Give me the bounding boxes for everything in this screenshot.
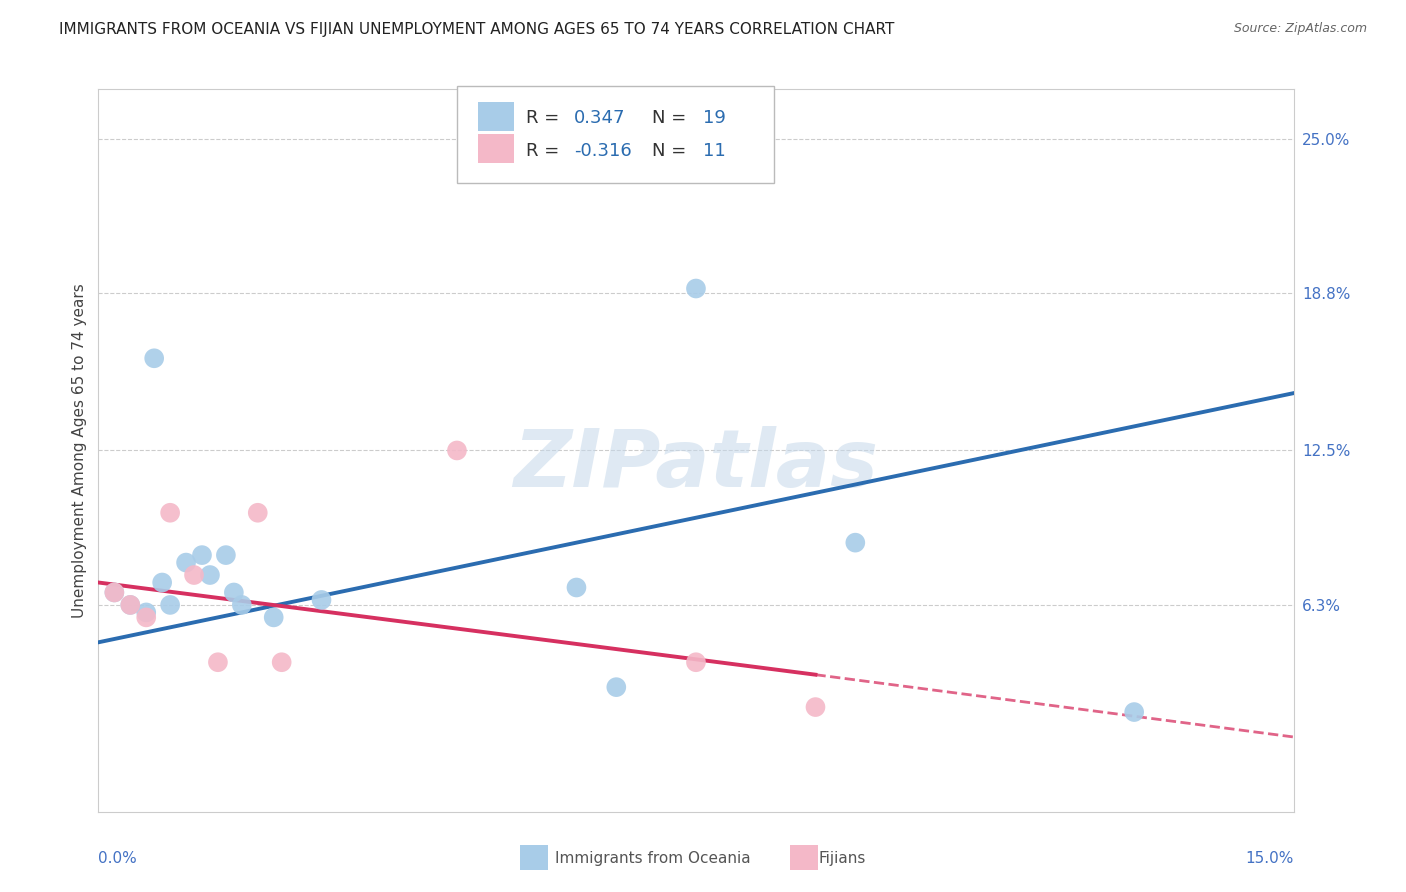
Point (207, 655, 229, 669)
Point (1123, 705, 1146, 719)
Point (222, 585, 245, 599)
Text: -0.316: -0.316 (574, 142, 631, 160)
FancyBboxPatch shape (478, 135, 515, 163)
Text: Fijians: Fijians (818, 851, 866, 865)
Text: 15.0%: 15.0% (1246, 852, 1294, 866)
Point (605, 680, 627, 694)
Point (174, 556, 197, 570)
Point (231, 598, 253, 612)
Point (143, 351, 166, 366)
Point (183, 568, 205, 582)
Point (565, 581, 588, 595)
Point (150, 575, 173, 590)
Point (120, 598, 142, 612)
Point (191, 548, 214, 562)
Text: 0.0%: 0.0% (98, 852, 138, 866)
Point (270, 655, 292, 669)
FancyBboxPatch shape (457, 86, 773, 183)
Text: Source: ZipAtlas.com: Source: ZipAtlas.com (1233, 22, 1367, 36)
Point (103, 585, 125, 599)
Point (685, 655, 707, 669)
Point (844, 535, 866, 549)
Point (135, 606, 157, 620)
FancyBboxPatch shape (478, 102, 515, 131)
Text: IMMIGRANTS FROM OCEANIA VS FIJIAN UNEMPLOYMENT AMONG AGES 65 TO 74 YEARS CORRELA: IMMIGRANTS FROM OCEANIA VS FIJIAN UNEMPL… (59, 22, 894, 37)
Text: R =: R = (526, 109, 565, 127)
Point (685, 281, 707, 295)
Point (246, 506, 269, 520)
Point (103, 585, 125, 599)
Point (804, 700, 827, 714)
Y-axis label: Unemployment Among Ages 65 to 74 years: Unemployment Among Ages 65 to 74 years (72, 283, 87, 618)
Text: 19: 19 (703, 109, 725, 127)
Text: 11: 11 (703, 142, 725, 160)
Point (135, 610, 157, 624)
Point (159, 598, 181, 612)
Point (120, 598, 142, 612)
Text: N =: N = (652, 142, 692, 160)
Text: R =: R = (526, 142, 565, 160)
Point (198, 568, 221, 582)
Text: N =: N = (652, 109, 692, 127)
Point (159, 506, 181, 520)
Text: Immigrants from Oceania: Immigrants from Oceania (555, 851, 751, 865)
Point (311, 593, 333, 607)
Text: ZIPatlas: ZIPatlas (513, 425, 879, 504)
Point (446, 443, 468, 458)
Text: 0.347: 0.347 (574, 109, 626, 127)
Point (263, 610, 285, 624)
Point (215, 548, 238, 562)
